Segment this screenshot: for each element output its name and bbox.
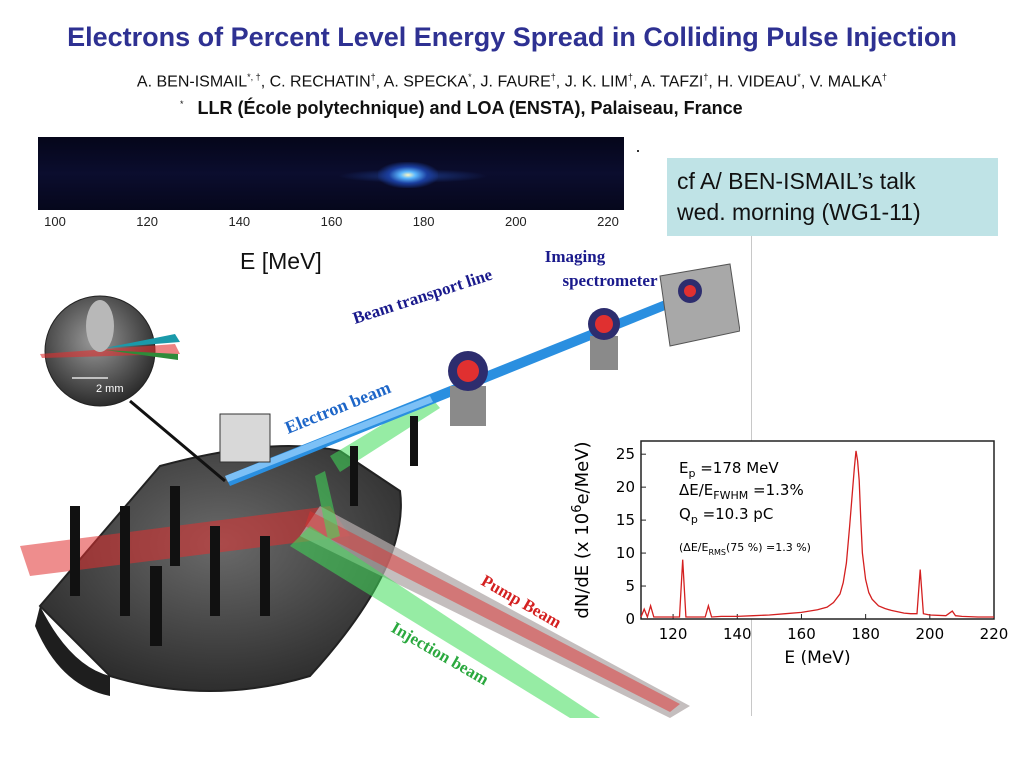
author-name: J. FAURE	[480, 73, 551, 91]
scale-bar-label: 2 mm	[96, 383, 124, 395]
spectrometer-tick-label: 200	[504, 214, 527, 229]
label-imaging: Imaging	[545, 247, 606, 266]
beam-spot	[378, 162, 438, 188]
note-line-1: cf A/ BEN-ISMAIL’s talk	[677, 168, 916, 194]
spectrometer-tick-label: 220	[597, 214, 619, 229]
y-tick-label: 20	[616, 478, 635, 496]
spectrometer-image	[38, 137, 624, 210]
slide-title: Electrons of Percent Level Energy Spread…	[67, 22, 957, 52]
x-tick-label: 200	[915, 625, 944, 643]
author-mark: †	[703, 72, 709, 82]
affiliation: * LLR (École polytechnique) and LOA (ENST…	[180, 98, 743, 119]
author-name: A. SPECKA	[383, 73, 469, 91]
vacuum-chamber	[219, 413, 271, 463]
pump-beam	[20, 506, 690, 718]
author-list: A. BEN-ISMAIL*, †, C. RECHATIN†, A. SPEC…	[136, 72, 888, 91]
y-tick-label: 10	[616, 544, 635, 562]
experimental-setup-illustration: 2 mm Beam transport line Imaging spectro…	[20, 247, 740, 718]
author-name: V. MALKA	[809, 73, 883, 91]
author-name: A. BEN-ISMAIL	[136, 73, 248, 91]
label-spectrometer: spectrometer	[562, 271, 657, 290]
energy-axis-label: E [MeV]	[240, 248, 322, 274]
author-name: H. VIDEAU	[717, 73, 798, 91]
x-tick-label: 180	[851, 625, 880, 643]
spectrum-series-line	[640, 450, 994, 619]
spectrometer-tick-label: 140	[228, 214, 251, 229]
quadrupole-magnet-1	[448, 351, 488, 426]
energy-spectrum-chart: 0 5 10 15 20 25 120 140 160 180 200 220 Ep =178 Me…	[570, 440, 1009, 668]
spectrometer-tick-label: 100	[44, 214, 66, 229]
x-axis-ticks: 120 140 160 180 200 220	[659, 614, 1009, 643]
spectrometer-tick-label: 160	[320, 214, 343, 229]
x-tick-label: 160	[787, 625, 816, 643]
author-mark: †	[370, 72, 376, 82]
author-name: J. K. LIM	[564, 73, 628, 91]
y-axis-ticks: 0 5 10 15 20 25	[616, 445, 646, 628]
y-tick-label: 5	[625, 577, 635, 595]
plot-frame	[640, 440, 995, 620]
label-beam-transport: Beam transport line	[350, 265, 495, 328]
author-mark: *	[797, 72, 801, 82]
author-name: C. RECHATIN	[269, 73, 371, 91]
talk-reference-note: cf A/ BEN-ISMAIL’s talk wed. morning (WG…	[667, 158, 998, 236]
note-line-2: wed. morning (WG1-11)	[677, 199, 921, 226]
target-inset: 2 mm	[40, 295, 226, 483]
y-tick-label: 0	[625, 610, 635, 628]
author-name: A. TAFZI	[640, 73, 704, 91]
x-axis-label: E (MeV)	[784, 648, 850, 668]
spectrometer-tick-label: 120	[136, 214, 159, 229]
chart-annotation: Ep =178 MeV	[679, 459, 779, 480]
chart-annotation: ΔE/EFWHM =1.3%	[679, 481, 804, 502]
affiliation-text: LLR (École polytechnique) and LOA (ENSTA…	[197, 98, 743, 118]
optical-posts	[70, 416, 418, 646]
author-mark: *, †	[247, 72, 261, 82]
quadrupole-magnet-2	[588, 308, 620, 370]
y-tick-label: 15	[616, 511, 635, 529]
x-tick-label: 220	[980, 625, 1009, 643]
author-mark: †	[627, 72, 633, 82]
affiliation-mark: *	[180, 99, 184, 109]
author-mark: †	[882, 72, 888, 82]
injection-beam	[290, 396, 600, 718]
spectrometer-axis: 100 120 140 160 180 200 220	[38, 214, 624, 234]
chart-annotation: (ΔE/ERMS(75 %) =1.3 %)	[679, 541, 811, 557]
imaging-spectrometer-chamber	[659, 263, 740, 347]
y-tick-label: 25	[616, 445, 635, 463]
x-tick-label: 120	[659, 625, 688, 643]
x-tick-label: 140	[723, 625, 752, 643]
y-axis-label: dN/dE (x 106e/MeV)	[570, 441, 593, 618]
author-mark: *	[468, 72, 472, 82]
spectrometer-tick-label: 180	[412, 214, 435, 229]
chart-annotation: Qp =10.3 pC	[679, 505, 773, 526]
author-mark: †	[550, 72, 556, 82]
dot-mark	[637, 150, 639, 152]
